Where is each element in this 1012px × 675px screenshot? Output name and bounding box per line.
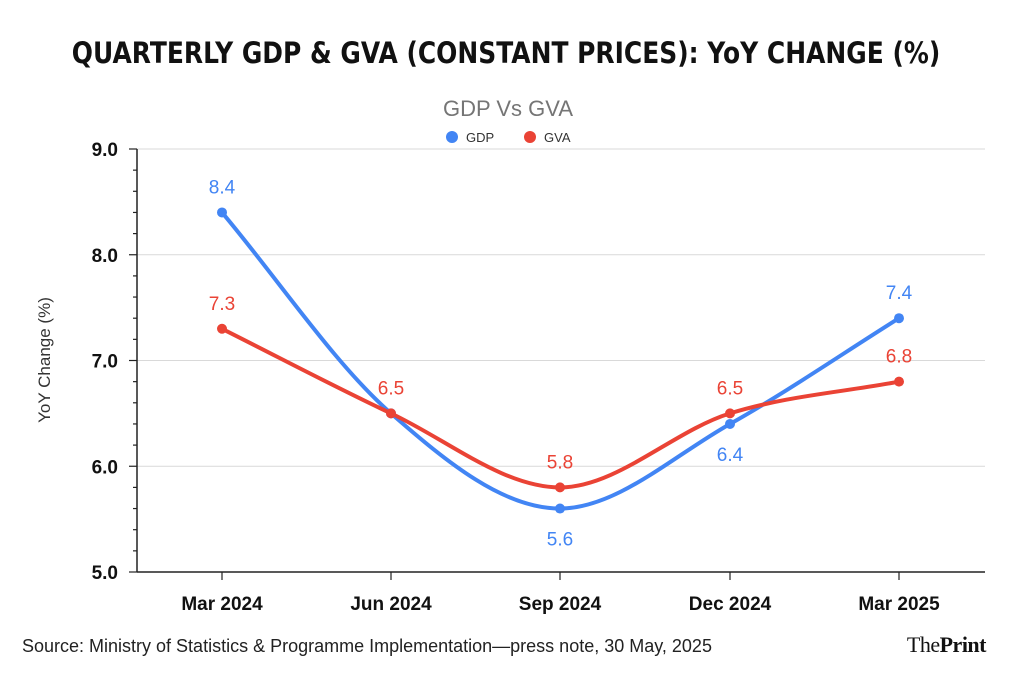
legend: GDP GVA xyxy=(446,130,571,145)
y-tick-label: 5.0 xyxy=(92,563,118,584)
chart-title: GDP Vs GVA xyxy=(443,96,573,121)
gdp-point xyxy=(217,207,227,218)
y-tick-label: 9.0 xyxy=(92,140,118,161)
x-tick-label: Mar 2025 xyxy=(858,594,940,615)
x-tick-label: Jun 2024 xyxy=(350,594,432,615)
y-axis-label: YoY Change (%) xyxy=(35,297,54,423)
axes: 5.0 6.0 7.0 8.0 9.0 Mar 2024 Jun 2024 Sep 2024 D… xyxy=(92,140,985,615)
brand-logo-the: The xyxy=(906,632,940,657)
headline: QUARTERLY GDP & GVA (CONSTANT PRICES): Y… xyxy=(71,36,941,70)
gdp-data-label: 8.4 xyxy=(209,177,236,198)
gdp-point xyxy=(725,418,735,429)
gdp-point xyxy=(894,313,904,324)
y-tick-label: 6.0 xyxy=(92,457,118,478)
gdp-data-label: 6.4 xyxy=(717,445,744,466)
gdp-data-label: 5.6 xyxy=(547,530,573,551)
x-tick-label: Mar 2024 xyxy=(181,594,263,615)
gva-data-label: 7.3 xyxy=(209,294,235,315)
gva-data-label: 5.8 xyxy=(547,452,573,473)
series xyxy=(217,207,904,514)
brand-logo: ThePrint xyxy=(906,632,987,658)
legend-label-gva: GVA xyxy=(544,130,571,145)
data-labels: 8.4 5.6 6.4 7.4 7.3 6.5 5.8 6.5 6.8 xyxy=(209,177,913,550)
gva-data-label: 6.5 xyxy=(717,378,743,399)
legend-marker-gdp xyxy=(446,131,458,143)
y-tick-label: 7.0 xyxy=(92,352,118,373)
legend-label-gdp: GDP xyxy=(466,130,494,145)
gva-data-label: 6.5 xyxy=(378,378,404,399)
x-tick-label: Dec 2024 xyxy=(689,594,772,615)
brand-logo-print: Print xyxy=(939,632,987,657)
gva-point xyxy=(725,408,735,419)
gva-point xyxy=(555,482,565,493)
gva-point xyxy=(386,408,396,419)
gva-point xyxy=(217,323,227,334)
x-tick-label: Sep 2024 xyxy=(519,594,602,615)
y-tick-label: 8.0 xyxy=(92,246,118,267)
gva-point xyxy=(894,376,904,387)
source-note: Source: Ministry of Statistics & Program… xyxy=(22,636,712,656)
gdp-point xyxy=(555,503,565,514)
gva-data-label: 6.8 xyxy=(886,347,912,368)
gdp-data-label: 7.4 xyxy=(886,283,913,304)
legend-marker-gva xyxy=(524,131,536,143)
gridlines xyxy=(137,148,985,467)
